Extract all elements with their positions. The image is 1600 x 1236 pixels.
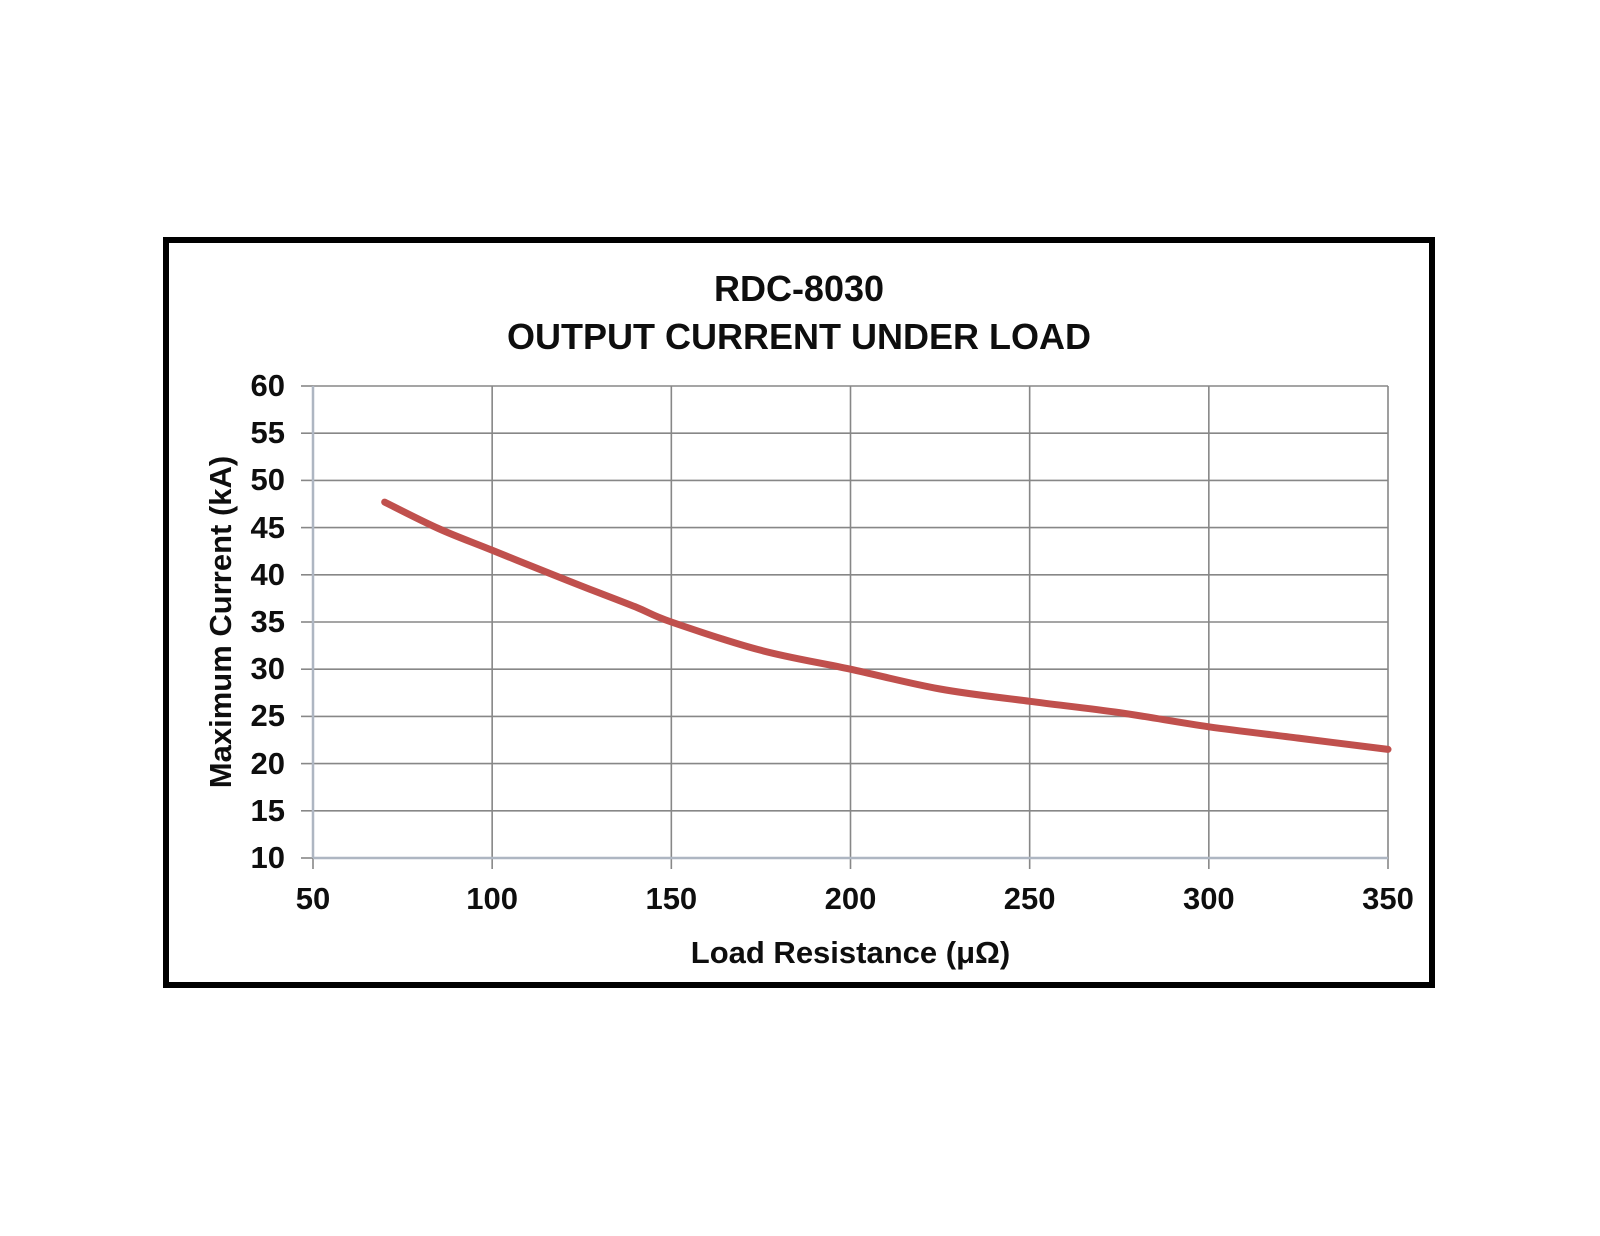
x-axis-title: Load Resistance (μΩ): [690, 935, 1011, 970]
y-tick-label: 15: [250, 792, 285, 828]
x-tick-label: 200: [824, 881, 877, 916]
x-tick-label: 150: [645, 881, 698, 916]
x-tick-label: 50: [295, 881, 331, 916]
x-tick-label: 350: [1362, 881, 1414, 916]
y-tick-label: 10: [250, 840, 285, 875]
y-tick-label: 40: [250, 556, 285, 592]
x-tick-label: 300: [1182, 881, 1235, 916]
y-tick-label: 55: [250, 415, 285, 451]
x-tick-label: 100: [466, 881, 519, 916]
chart-title-line1: RDC-8030: [713, 268, 885, 309]
series-curve: [381, 498, 1392, 753]
y-tick-label: 20: [250, 745, 285, 781]
x-tick-label: 250: [1003, 881, 1056, 916]
chart-frame: RDC-8030 OUTPUT CURRENT UNDER LOAD Maxim…: [163, 237, 1435, 988]
y-tick-label: 25: [250, 698, 285, 734]
y-tick-label: 30: [250, 651, 285, 687]
y-tick-label: 50: [250, 462, 285, 498]
y-tick-label: 60: [250, 368, 285, 403]
chart-title-line2: OUTPUT CURRENT UNDER LOAD: [507, 316, 1091, 357]
y-tick-label: 35: [250, 604, 285, 639]
y-tick-label: 45: [250, 509, 285, 545]
plot-area: [301, 385, 1392, 869]
chart-title: RDC-8030 OUTPUT CURRENT UNDER LOAD: [169, 265, 1429, 361]
